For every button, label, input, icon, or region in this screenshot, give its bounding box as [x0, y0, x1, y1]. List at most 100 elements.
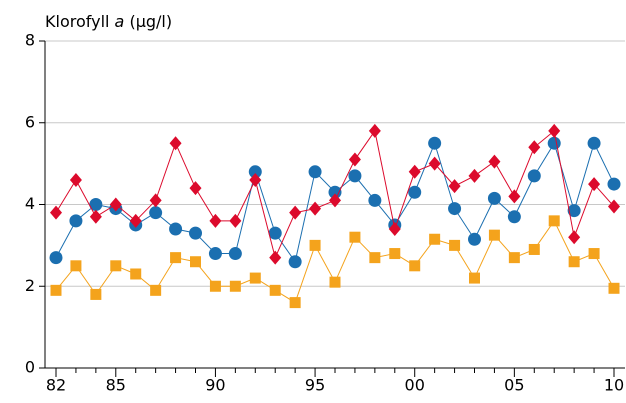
point	[349, 231, 361, 243]
x-tick-label: 00	[405, 376, 425, 395]
point	[369, 252, 381, 264]
y-tick-label: 0	[25, 358, 35, 377]
point	[70, 260, 82, 272]
point	[409, 260, 421, 272]
y-tick-label: 8	[25, 31, 35, 50]
point	[468, 232, 481, 246]
point	[209, 213, 222, 228]
point	[110, 260, 122, 272]
point	[249, 272, 261, 284]
x-tick-label: 05	[504, 376, 524, 395]
point	[608, 282, 620, 294]
point	[170, 252, 182, 264]
point	[309, 239, 321, 251]
point	[308, 165, 322, 179]
point	[228, 247, 242, 261]
point	[169, 222, 183, 236]
point	[69, 214, 83, 228]
y-tick-label: 4	[25, 194, 35, 213]
point	[129, 213, 142, 228]
point	[488, 229, 500, 241]
point	[208, 247, 222, 261]
point	[508, 189, 521, 204]
point	[567, 204, 581, 218]
point	[547, 136, 561, 150]
point	[150, 284, 162, 296]
chart-title: Klorofyll a (µg/l)	[45, 12, 172, 31]
point	[149, 193, 162, 208]
point	[149, 206, 163, 220]
point	[50, 205, 62, 220]
point	[469, 272, 480, 284]
point	[109, 197, 122, 212]
point	[289, 297, 301, 309]
point	[488, 154, 501, 169]
point	[269, 284, 281, 296]
point	[388, 222, 401, 237]
point	[69, 172, 82, 187]
point	[89, 209, 102, 224]
title-text: Klorofyll	[45, 12, 109, 31]
x-tick-label: 90	[205, 376, 225, 395]
point	[588, 177, 601, 192]
point	[587, 136, 601, 150]
point	[90, 288, 102, 300]
series-line	[55, 219, 615, 304]
point	[607, 177, 621, 191]
x-tick-label: 82	[46, 376, 66, 395]
title-unit: (µg/l)	[129, 12, 172, 31]
point	[50, 284, 62, 296]
point	[468, 168, 481, 183]
point	[368, 123, 381, 138]
point	[588, 248, 600, 260]
point	[528, 243, 540, 255]
point	[249, 172, 262, 187]
point	[169, 136, 182, 151]
point	[429, 233, 441, 245]
point	[269, 250, 282, 265]
y-tick-label: 6	[25, 112, 35, 131]
point	[548, 123, 561, 138]
x-tick-label: 85	[106, 376, 126, 395]
point	[209, 280, 221, 292]
point	[408, 185, 422, 199]
point	[49, 251, 63, 265]
point	[89, 198, 103, 211]
point	[248, 165, 262, 179]
point	[229, 280, 241, 292]
point	[328, 185, 342, 199]
point	[608, 199, 620, 214]
point	[329, 276, 341, 288]
point	[568, 230, 581, 245]
point	[528, 140, 541, 155]
point	[268, 226, 282, 240]
point	[130, 268, 142, 280]
point	[449, 239, 461, 251]
point	[527, 169, 541, 183]
point	[487, 191, 501, 205]
point	[288, 255, 302, 269]
point	[428, 136, 442, 150]
point	[368, 193, 382, 207]
point	[389, 248, 401, 260]
point	[507, 210, 521, 224]
point	[190, 256, 201, 268]
title-italic: a	[115, 12, 125, 31]
x-tick-label: 95	[305, 376, 325, 395]
point	[568, 256, 580, 268]
point	[428, 156, 441, 171]
point	[508, 252, 520, 264]
point	[189, 181, 202, 196]
point	[348, 152, 361, 167]
point	[289, 205, 302, 220]
point	[548, 215, 560, 227]
point	[229, 213, 242, 228]
point	[348, 169, 362, 183]
point	[408, 164, 421, 179]
x-tick-label: 10	[604, 376, 624, 395]
point	[189, 226, 202, 240]
point	[309, 201, 322, 216]
y-tick-label: 2	[25, 276, 35, 295]
point	[448, 179, 461, 194]
